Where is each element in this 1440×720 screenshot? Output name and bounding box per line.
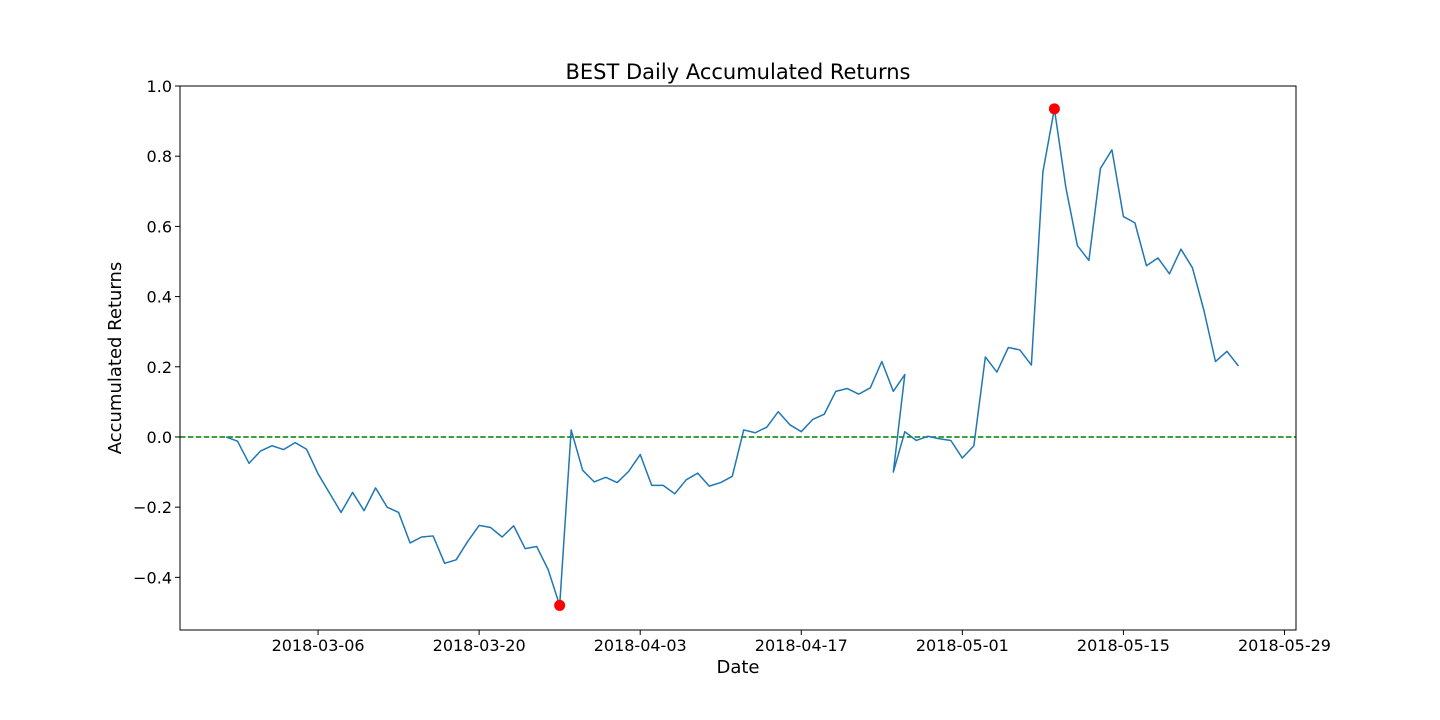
y-tick-label: 0.2 xyxy=(147,358,172,377)
y-tick-label: 0.4 xyxy=(147,288,172,307)
x-axis: 2018-03-06 2018-03-20 2018-04-03 2018-04-17… xyxy=(272,630,1331,655)
x-tick-label: 2018-04-03 xyxy=(594,636,687,655)
x-axis-label: Date xyxy=(716,657,759,678)
plot-area xyxy=(180,103,1296,611)
y-tick-label: −0.4 xyxy=(133,568,172,587)
chart-title: BEST Daily Accumulated Returns xyxy=(566,60,911,84)
x-tick-label: 2018-04-17 xyxy=(755,636,848,655)
y-tick-label: 1.0 xyxy=(147,77,172,96)
extreme-point-marker-1 xyxy=(1048,103,1060,115)
series-line-0 xyxy=(225,108,1240,607)
axes-frame xyxy=(179,85,1297,631)
extreme-point-marker-0 xyxy=(554,599,566,611)
y-tick-label: −0.2 xyxy=(133,498,172,517)
x-tick-label: 2018-05-29 xyxy=(1238,636,1331,655)
y-tick-label: 0.6 xyxy=(147,217,172,236)
y-axis-label: Accumulated Returns xyxy=(105,262,126,455)
y-tick-label: 0.8 xyxy=(147,147,172,166)
y-tick-label: 0.0 xyxy=(147,428,172,447)
y-axis: 1.0 0.8 0.6 0.4 0.2 0.0 −0.2 −0.4 xyxy=(133,77,180,587)
x-tick-label: 2018-03-20 xyxy=(433,636,526,655)
x-tick-label: 2018-05-01 xyxy=(916,636,1009,655)
x-tick-label: 2018-05-15 xyxy=(1077,636,1170,655)
x-tick-label: 2018-03-06 xyxy=(272,636,365,655)
